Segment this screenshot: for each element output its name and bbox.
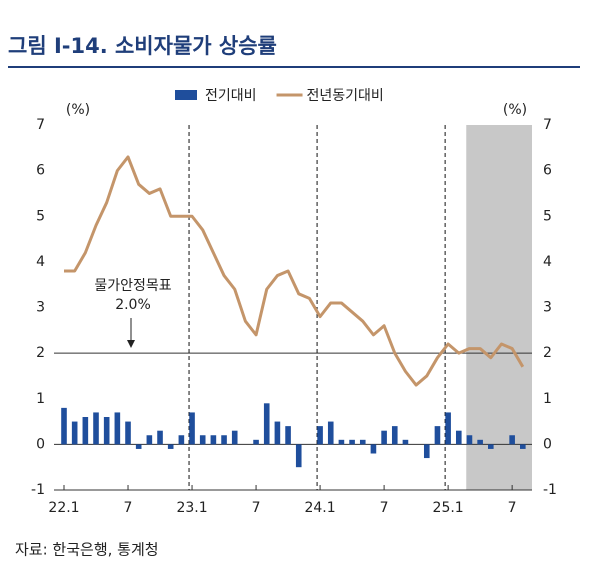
y2-tick-label: 0	[543, 436, 552, 452]
legend-swatch	[175, 90, 197, 100]
bar	[391, 426, 398, 445]
bar	[231, 430, 238, 445]
bar	[466, 435, 473, 445]
bar	[338, 439, 345, 445]
bar	[135, 444, 142, 449]
bar	[455, 430, 462, 445]
y2-tick-label: -1	[543, 482, 557, 498]
y2-tick-label: 5	[543, 208, 552, 224]
y2-tick-label: 2	[543, 345, 552, 361]
bar	[359, 439, 366, 445]
bar	[509, 435, 515, 445]
bar	[82, 417, 89, 445]
target-arrowhead	[127, 340, 135, 348]
bar	[157, 430, 163, 445]
bar	[61, 407, 67, 445]
bar	[93, 412, 99, 445]
y-tick-label: 5	[36, 208, 45, 224]
y2-tick-label: 1	[543, 391, 552, 407]
y-tick-label: -1	[31, 482, 45, 498]
bar	[327, 421, 334, 445]
line	[64, 155, 525, 387]
y2-tick-label: 7	[543, 117, 552, 133]
bar	[189, 412, 195, 445]
target-text: 물가안정목표	[94, 278, 171, 294]
y2-axis-label: (%)	[503, 102, 527, 118]
y-tick-label: 0	[36, 436, 45, 452]
bar	[349, 439, 355, 445]
bar	[125, 421, 131, 445]
x-tick-label: 23.1	[176, 500, 207, 516]
bar	[146, 435, 153, 445]
x-tick-label: 7	[508, 500, 517, 516]
bar	[103, 417, 110, 445]
y2-tick-label: 3	[543, 300, 552, 316]
bar	[434, 426, 441, 445]
target-label: 2.0%	[115, 297, 151, 313]
chart-title: 그림 I-14. 소비자물가 상승률	[8, 34, 277, 58]
bar	[445, 412, 451, 445]
x-tick-label: 22.1	[48, 500, 79, 516]
x-tick-label: 25.1	[433, 500, 464, 516]
bar	[167, 444, 174, 449]
x-tick-label: 24.1	[304, 500, 335, 516]
bar	[285, 426, 291, 445]
x-tick-label: 7	[252, 500, 261, 516]
y-tick-label: 1	[36, 391, 45, 407]
bar	[71, 421, 78, 445]
bar	[423, 444, 430, 459]
y-axis-label: (%)	[66, 102, 90, 118]
y-tick-label: 4	[36, 254, 45, 270]
bar	[210, 435, 217, 445]
y-tick-label: 2	[36, 345, 45, 361]
bar	[114, 412, 121, 445]
shaded-region	[466, 125, 532, 490]
bar	[477, 439, 483, 445]
bar	[178, 435, 185, 445]
y2-tick-label: 6	[543, 163, 552, 179]
bar	[221, 435, 227, 445]
bar	[263, 403, 270, 445]
y-tick-label: 6	[36, 163, 45, 179]
bar	[253, 439, 259, 445]
bar	[295, 444, 302, 468]
y-tick-label: 7	[36, 117, 45, 133]
bar	[370, 444, 377, 454]
source: 자료: 한국은행, 통계청	[15, 541, 159, 559]
bar	[317, 426, 323, 445]
x-tick-label: 7	[380, 500, 389, 516]
bar	[520, 444, 526, 449]
bar	[381, 430, 387, 445]
x-tick-label: 7	[124, 500, 133, 516]
legend-label: 전기대비	[205, 88, 257, 104]
bar	[199, 435, 206, 445]
bar	[488, 444, 494, 449]
y-tick-label: 3	[36, 300, 45, 316]
bar	[402, 439, 409, 445]
y2-tick-label: 4	[543, 254, 552, 270]
legend-label: 전년동기대비	[307, 88, 384, 104]
bar	[274, 421, 281, 445]
